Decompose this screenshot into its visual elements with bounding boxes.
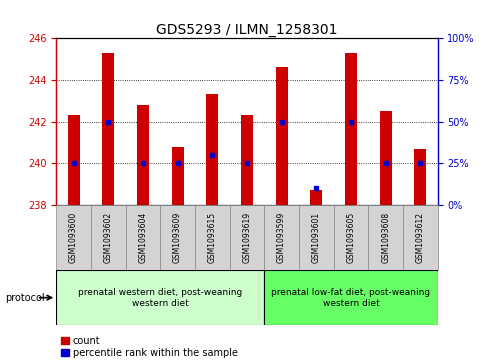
Bar bbox=[171, 147, 183, 205]
Bar bbox=[137, 105, 149, 205]
Bar bbox=[298, 205, 333, 270]
Text: GSM1093619: GSM1093619 bbox=[242, 212, 251, 263]
Text: GSM1093601: GSM1093601 bbox=[311, 212, 320, 263]
Bar bbox=[206, 94, 218, 205]
Title: GDS5293 / ILMN_1258301: GDS5293 / ILMN_1258301 bbox=[156, 23, 337, 37]
Bar bbox=[56, 270, 264, 325]
Bar bbox=[413, 149, 426, 205]
Text: GSM1093600: GSM1093600 bbox=[69, 212, 78, 264]
Bar bbox=[125, 205, 160, 270]
Text: GSM1093599: GSM1093599 bbox=[277, 212, 285, 264]
Bar bbox=[402, 205, 437, 270]
Legend: count, percentile rank within the sample: count, percentile rank within the sample bbox=[61, 336, 237, 358]
Bar bbox=[275, 68, 287, 205]
Bar bbox=[264, 270, 437, 325]
Bar bbox=[229, 205, 264, 270]
Bar bbox=[195, 205, 229, 270]
Text: prenatal low-fat diet, post-weaning
western diet: prenatal low-fat diet, post-weaning west… bbox=[271, 287, 429, 308]
Text: protocol: protocol bbox=[5, 293, 44, 303]
Text: GSM1093602: GSM1093602 bbox=[103, 212, 113, 263]
Bar bbox=[379, 111, 391, 205]
Bar bbox=[367, 205, 402, 270]
Bar bbox=[264, 205, 298, 270]
Bar bbox=[344, 53, 356, 205]
Bar bbox=[241, 115, 252, 205]
Text: GSM1093604: GSM1093604 bbox=[138, 212, 147, 264]
Bar bbox=[91, 205, 125, 270]
Text: GSM1093609: GSM1093609 bbox=[173, 212, 182, 264]
Bar bbox=[102, 53, 114, 205]
Bar bbox=[160, 205, 195, 270]
Bar bbox=[333, 205, 367, 270]
Bar bbox=[309, 191, 322, 205]
Bar bbox=[56, 205, 91, 270]
Bar bbox=[67, 115, 80, 205]
Text: GSM1093608: GSM1093608 bbox=[380, 212, 389, 263]
Text: GSM1093612: GSM1093612 bbox=[415, 212, 424, 263]
Text: GSM1093615: GSM1093615 bbox=[207, 212, 216, 263]
Text: GSM1093605: GSM1093605 bbox=[346, 212, 355, 264]
Text: prenatal western diet, post-weaning
western diet: prenatal western diet, post-weaning west… bbox=[78, 287, 242, 308]
